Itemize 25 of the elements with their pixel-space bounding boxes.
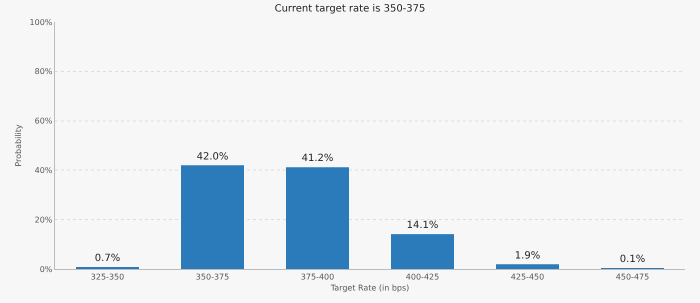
x-tick-label: 450-475 [616, 272, 650, 282]
data-label: 42.0% [196, 151, 228, 162]
data-label: 0.1% [620, 254, 646, 265]
x-tick-label: 350-375 [196, 272, 230, 282]
bar [286, 167, 349, 269]
y-tick-label: 100% [30, 18, 53, 27]
y-tick-label: 80% [34, 67, 53, 76]
bar [496, 264, 559, 269]
x-tick-label: 375-400 [300, 272, 334, 282]
x-axis-title: Target Rate (in bps) [330, 284, 410, 293]
x-tick-label: 400-425 [406, 272, 440, 282]
bar [181, 165, 244, 269]
x-tick-label: 325-350 [90, 272, 124, 282]
y-tick-label: 20% [34, 215, 53, 224]
data-label: 14.1% [406, 220, 438, 232]
data-label: 1.9% [514, 250, 540, 262]
chart-title: Current target rate is 350-375 [274, 4, 426, 15]
data-label: 0.7% [94, 253, 120, 264]
x-tick-label: 425-450 [510, 272, 544, 282]
data-label: 41.2% [302, 153, 334, 164]
y-tick-label: 0% [40, 264, 53, 274]
y-axis-title: Probability [14, 124, 24, 167]
y-tick-label: 60% [34, 116, 53, 126]
bar [391, 234, 454, 269]
y-tick-label: 40% [34, 166, 53, 175]
